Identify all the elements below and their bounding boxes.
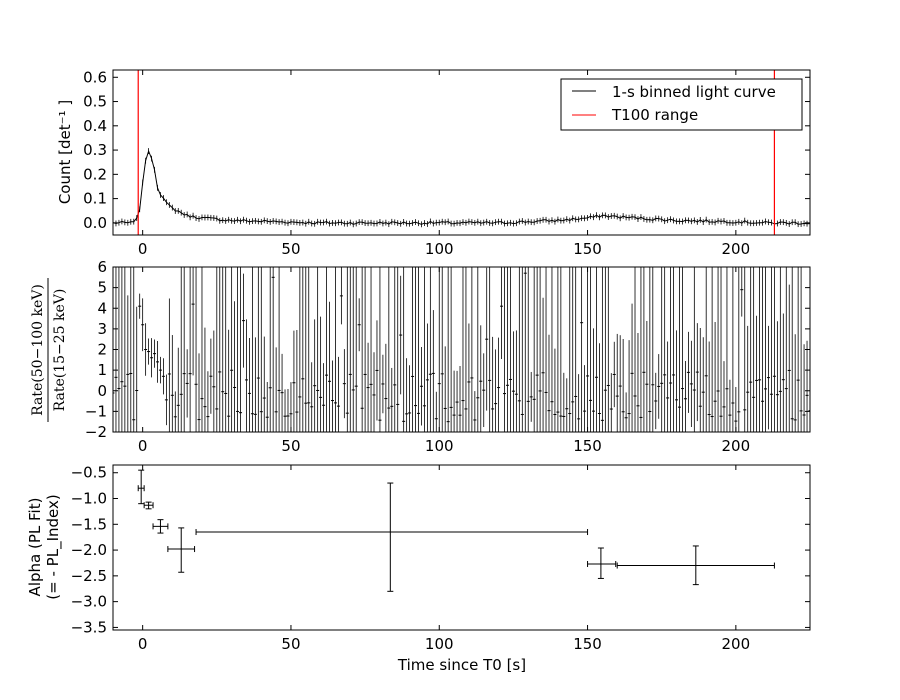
hr-x-tick-label: 200	[722, 437, 751, 455]
hardness-ratio-frame	[112, 266, 811, 433]
lc-x-tick-label: 150	[573, 240, 602, 258]
lc-y-tick-label: 0.0	[83, 214, 107, 232]
al-y-tick-label: −3.5	[71, 618, 107, 636]
al-y-tick-label: −3.0	[71, 593, 107, 611]
al-x-tick-label: 150	[573, 635, 602, 653]
hr-x-tick-label: 50	[281, 437, 300, 455]
lc-x-tick-label: 50	[281, 240, 300, 258]
hr-x-tick-label: 150	[573, 437, 602, 455]
lc-y-tick-label: 0.6	[83, 68, 107, 86]
alpha-frame	[112, 464, 811, 631]
light-curve-frame	[112, 69, 811, 236]
al-data	[137, 469, 775, 592]
light-curve-ylabel: Count [det⁻¹ ]	[56, 100, 74, 204]
legend-label-t100: T100 range	[611, 106, 698, 124]
light-curve-plot-area: 0 50 100 150 200 0.0 0.1 0.2 0.3 0.4 0.5 0.6	[83, 68, 810, 258]
alpha-ylabel-line1: Alpha (PL Fit)	[26, 498, 44, 597]
lc-x-tick-label: 100	[425, 240, 454, 258]
legend-label-light-curve: 1-s binned light curve	[612, 83, 776, 101]
al-y-tick-label: −0.5	[71, 464, 107, 482]
hardness-ratio-plot-area: 0 50 100 150 200 −2 −1 0 1 2 3 4 5 6	[85, 258, 810, 455]
x-axis-label: Time since T0 [s]	[397, 656, 526, 674]
lc-x-tick-label: 200	[722, 240, 751, 258]
hr-y-tick-label: 3	[97, 320, 107, 338]
lc-y-tick-label: 0.2	[83, 165, 107, 183]
hr-y-tick-label: 0	[97, 382, 107, 400]
light-curve-line	[113, 149, 810, 225]
al-x-tick-label: 200	[722, 635, 751, 653]
legend: 1-s binned light curve T100 range	[560, 78, 803, 131]
lc-y-tick-label: 0.4	[83, 117, 107, 135]
hr-y-tick-label: 2	[97, 341, 107, 359]
lc-y-tick-label: 0.3	[83, 141, 107, 159]
al-x-tick-label: 100	[425, 635, 454, 653]
hardness-ratio-panel: 0 50 100 150 200 −2 −1 0 1 2 3 4 5 6 Rate(50−100 keV)…	[30, 258, 811, 455]
lc-y-tick-label: 0.1	[83, 190, 107, 208]
al-y-tick-label: −2.5	[71, 567, 107, 585]
alpha-ylabel-line2: (= - PL_Index)	[44, 494, 63, 599]
alpha-panel: 0 50 100 150 200 −3.5 −3.0 −2.5 −2.0 −1.5 −1.0 −0.5…	[26, 464, 811, 653]
legend-box	[560, 78, 803, 131]
al-y-tick-label: −1.5	[71, 515, 107, 533]
al-x-tick-label: 50	[281, 635, 300, 653]
al-y-tick-label: −1.0	[71, 490, 107, 508]
light-curve-panel: 0 50 100 150 200 0.0 0.1 0.2 0.3 0.4 0.5 0.6 Count …	[56, 68, 811, 258]
lc-y-tick-label: 0.5	[83, 93, 107, 111]
lc-data	[113, 70, 810, 235]
alpha-plot-area: 0 50 100 150 200 −3.5 −3.0 −2.5 −2.0 −1.5 −1.0 −0.5	[71, 464, 810, 653]
hr-y-tick-label: 1	[97, 361, 107, 379]
al-x-tick-label: 0	[138, 635, 148, 653]
al-y-tick-label: −2.0	[71, 541, 107, 559]
hr-x-tick-label: 100	[425, 437, 454, 455]
hr-y-tick-label: −1	[85, 402, 107, 420]
lc-x-tick-label: 0	[138, 240, 148, 258]
hr-y-tick-label: 6	[97, 258, 107, 276]
hardness-ratio-ylabel-denominator: Rate(15−25 keV)	[52, 289, 68, 412]
hr-x-tick-label: 0	[138, 437, 148, 455]
hardness-ratio-ylabel-numerator: Rate(50−100 keV)	[30, 284, 46, 416]
hr-y-tick-label: 5	[97, 279, 107, 297]
hr-y-tick-label: 4	[97, 299, 107, 317]
hr-y-tick-label: −2	[85, 423, 107, 441]
